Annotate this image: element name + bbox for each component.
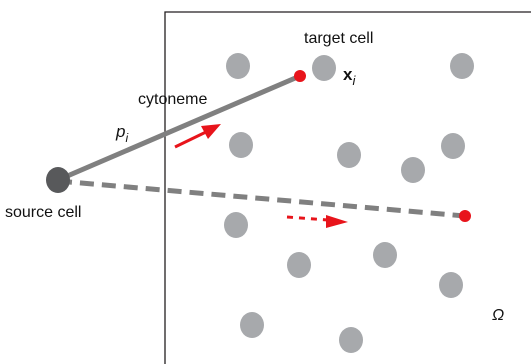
probability-label: pi — [115, 122, 128, 145]
transport-arrow — [174, 124, 221, 149]
cell — [226, 53, 250, 79]
cell-population — [224, 53, 474, 353]
cytoneme-label: cytoneme — [138, 91, 207, 108]
cell — [312, 55, 336, 81]
cell — [224, 212, 248, 238]
cytoneme-line — [55, 73, 303, 183]
cell — [229, 132, 253, 158]
dashed-transport-arrow — [286, 215, 348, 228]
domain-label: Ω — [492, 307, 504, 324]
cell — [339, 327, 363, 353]
cell — [240, 312, 264, 338]
cell — [401, 157, 425, 183]
cell — [287, 252, 311, 278]
distant-target-point — [459, 210, 471, 222]
target-point — [294, 70, 306, 82]
cell — [439, 272, 463, 298]
target-cell-label: target cell — [304, 30, 373, 47]
cell — [441, 133, 465, 159]
source-cell-label: source cell — [5, 204, 81, 221]
cell — [337, 142, 361, 168]
domain-boundary — [164, 11, 531, 364]
cell — [373, 242, 397, 268]
source-cell — [46, 167, 70, 193]
cell — [450, 53, 474, 79]
target-position-label: xi — [343, 65, 356, 88]
dashed-cytoneme-line — [57, 178, 466, 219]
